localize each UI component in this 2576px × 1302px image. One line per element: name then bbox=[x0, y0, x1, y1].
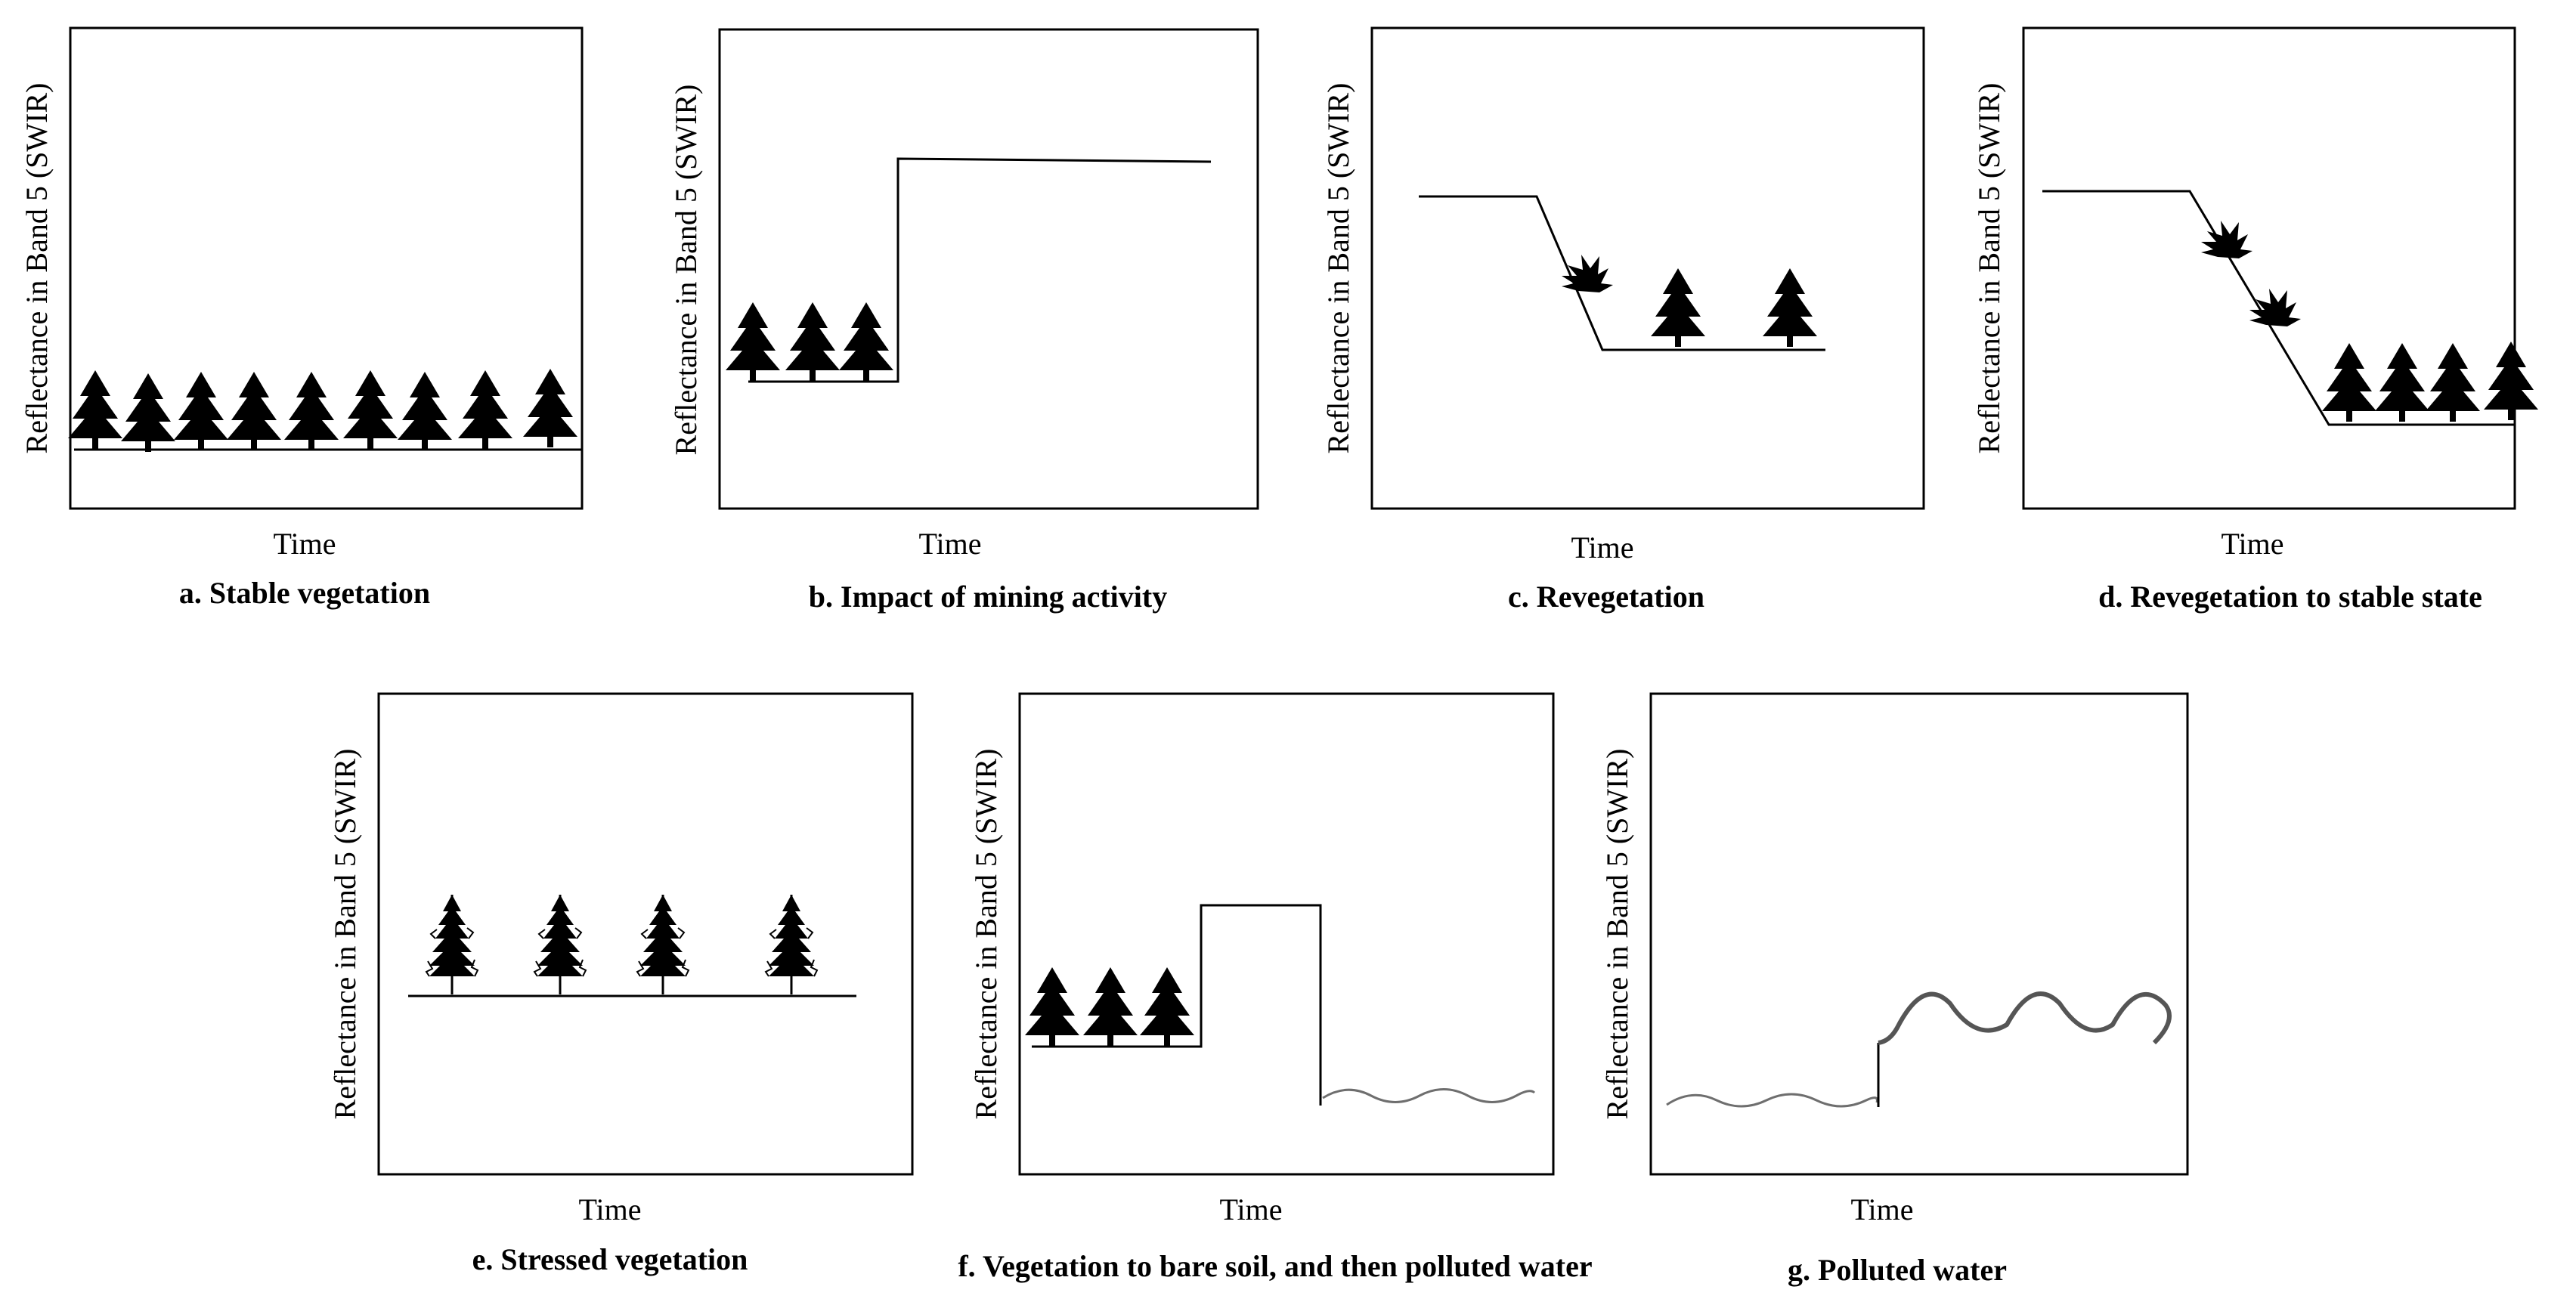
conifer-tree-icon bbox=[1651, 268, 1705, 347]
conifer-tree-icon bbox=[343, 370, 398, 449]
reflectance-trace bbox=[748, 157, 1212, 383]
plot-frame bbox=[2022, 26, 2516, 510]
x-axis-label: Time bbox=[578, 1192, 641, 1226]
y-axis-label: Reflectance in Band 5 (SWIR) bbox=[1321, 83, 1355, 454]
conifer-tree-icon bbox=[523, 369, 577, 447]
conifer-tree-icon bbox=[1083, 967, 1138, 1046]
stressed-tree-icon bbox=[764, 893, 819, 996]
panel-caption: e. Stressed vegetation bbox=[472, 1242, 748, 1276]
plot-frame bbox=[718, 28, 1259, 510]
panel-caption: c. Revegetation bbox=[1508, 580, 1704, 614]
y-axis-label: Reflectance in Band 5 (SWIR) bbox=[1972, 83, 2006, 454]
plot-frame bbox=[69, 26, 584, 510]
conifer-tree-icon bbox=[68, 370, 122, 449]
sapling-icon bbox=[2249, 289, 2301, 326]
plot-frame bbox=[1370, 26, 1925, 510]
water-wave bbox=[1878, 991, 2172, 1045]
conifer-tree-icon bbox=[284, 372, 339, 450]
plot-frame bbox=[377, 692, 914, 1176]
panel-e: Reflectance in Band 5 (SWIR) Time e. Str… bbox=[328, 692, 914, 1276]
panel-caption: d. Revegetation to stable state bbox=[2098, 580, 2482, 614]
panel-caption: g. Polluted water bbox=[1788, 1253, 2007, 1287]
y-axis-label: Reflectance in Band 5 (SWIR) bbox=[669, 85, 703, 456]
conifer-tree-icon bbox=[726, 302, 780, 381]
x-axis-label: Time bbox=[1571, 530, 1633, 564]
conifer-tree-icon bbox=[1763, 268, 1817, 347]
panel-a: Reflectance in Band 5 (SWIR) Time a. Sta… bbox=[20, 26, 584, 610]
conifer-tree-icon bbox=[839, 302, 893, 381]
conifer-tree-icon bbox=[227, 372, 281, 450]
stressed-tree-icon bbox=[533, 893, 587, 996]
panel-c: Reflectance in Band 5 (SWIR) Time c. Rev… bbox=[1321, 26, 1925, 614]
reflectance-trace bbox=[2042, 190, 2516, 426]
stressed-tree-icon bbox=[636, 893, 690, 996]
panel-g: Reflectance in Band 5 (SWIR) Time g. Pol… bbox=[1600, 692, 2189, 1287]
panel-f: Reflectance in Band 5 (SWIR) Time f. Veg… bbox=[958, 692, 1593, 1283]
conifer-tree-icon bbox=[2484, 342, 2538, 420]
x-axis-label: Time bbox=[1219, 1192, 1282, 1226]
y-axis-label: Reflectance in Band 5 (SWIR) bbox=[20, 83, 54, 454]
conifer-tree-icon bbox=[174, 372, 228, 450]
x-axis-label: Time bbox=[273, 527, 336, 561]
reflectance-trace bbox=[1419, 195, 1825, 351]
conifer-tree-icon bbox=[121, 373, 175, 452]
y-axis-label: Reflectance in Band 5 (SWIR) bbox=[969, 749, 1003, 1120]
y-axis-label: Reflectance in Band 5 (SWIR) bbox=[328, 749, 362, 1120]
reflectance-trace bbox=[1032, 904, 1322, 1106]
conifer-tree-icon bbox=[2426, 343, 2480, 422]
sapling-icon bbox=[2201, 221, 2252, 258]
conifer-tree-icon bbox=[1025, 967, 1079, 1046]
conifer-tree-icon bbox=[398, 372, 452, 450]
conifer-tree-icon bbox=[785, 302, 840, 381]
water-wave bbox=[1322, 1088, 1536, 1103]
panel-caption: b. Impact of mining activity bbox=[809, 580, 1167, 614]
panel-d: Reflectance in Band 5 (SWIR) Time d. Rev… bbox=[1972, 26, 2538, 614]
stressed-tree-icon bbox=[425, 893, 479, 996]
x-axis-label: Time bbox=[2221, 527, 2283, 561]
water-wave bbox=[1666, 1093, 1878, 1108]
x-axis-label: Time bbox=[1850, 1192, 1913, 1226]
conifer-tree-icon bbox=[458, 370, 512, 449]
conifer-tree-icon bbox=[1140, 967, 1194, 1046]
plot-frame bbox=[1649, 692, 2189, 1176]
x-axis-label: Time bbox=[918, 527, 981, 561]
conifer-tree-icon bbox=[2322, 343, 2376, 422]
panel-caption: a. Stable vegetation bbox=[179, 576, 430, 610]
conifer-tree-icon bbox=[2375, 343, 2429, 422]
y-axis-label: Reflectance in Band 5 (SWIR) bbox=[1600, 749, 1634, 1120]
plot-frame bbox=[1018, 692, 1555, 1176]
panel-caption: f. Vegetation to bare soil, and then pol… bbox=[958, 1249, 1592, 1283]
panel-b: Reflectance in Band 5 (SWIR) Time b. Imp… bbox=[669, 28, 1259, 614]
